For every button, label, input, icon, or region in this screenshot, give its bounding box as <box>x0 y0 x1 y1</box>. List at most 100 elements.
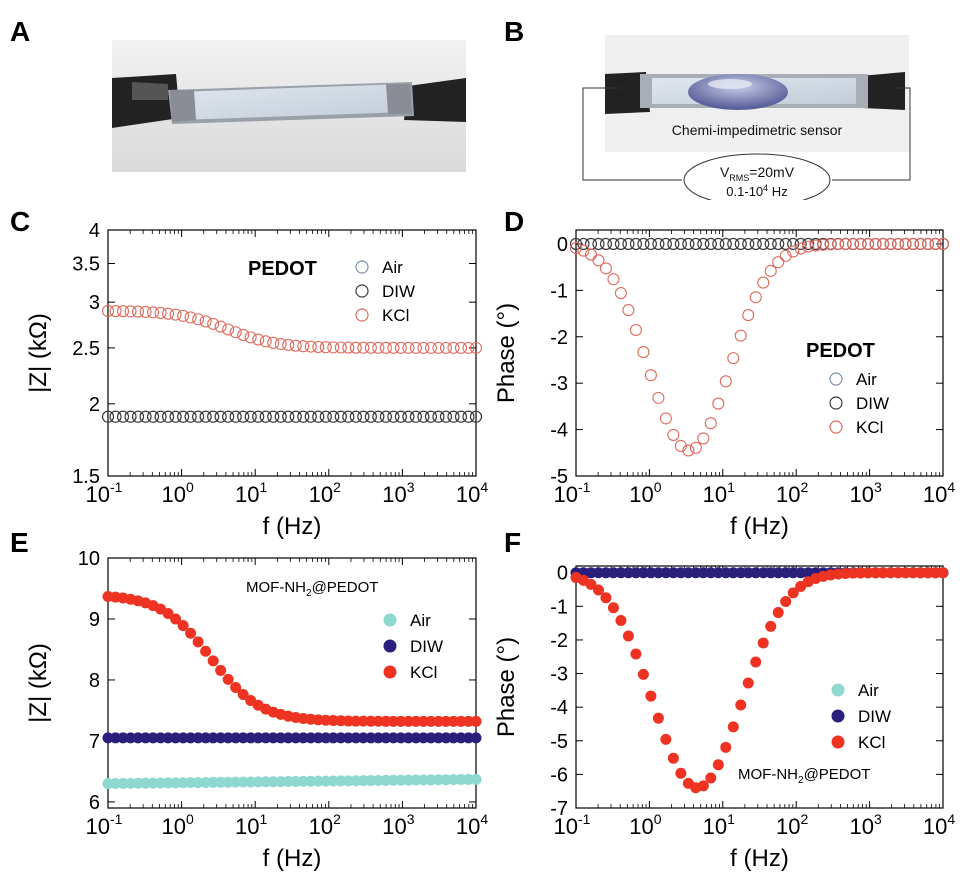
data-point <box>607 237 620 250</box>
sensor-film <box>176 84 406 120</box>
y-tick-label: -5 <box>550 466 568 488</box>
data-point <box>101 410 115 423</box>
data-point <box>312 340 325 354</box>
y-tick-label: 2 <box>89 394 100 416</box>
legend-marker <box>355 260 369 274</box>
x-tick-label: 100 <box>629 479 661 507</box>
data-point <box>199 410 212 423</box>
data-point <box>131 305 145 318</box>
data-point <box>577 237 590 250</box>
y-axis-label: |Z| (kΩ) <box>25 313 52 393</box>
data-point <box>929 237 942 250</box>
y-tick-label: 7 <box>89 731 100 753</box>
data-point <box>177 620 189 632</box>
data-point <box>192 410 205 423</box>
data-point <box>659 237 672 250</box>
data-point <box>222 323 235 336</box>
data-point <box>207 410 220 423</box>
x-tick-label: 100 <box>629 811 661 839</box>
data-point <box>207 655 219 667</box>
circuit-diagram <box>582 87 911 200</box>
data-point <box>469 410 483 423</box>
data-point <box>689 237 702 250</box>
y-tick-label: 3 <box>89 292 100 314</box>
data-point <box>772 607 784 619</box>
legend-marker <box>355 284 369 298</box>
data-point <box>184 311 197 324</box>
data-point <box>877 237 890 250</box>
data-point <box>749 237 762 250</box>
legend-marker <box>383 613 397 627</box>
data-point <box>645 690 657 702</box>
data-point <box>585 578 597 590</box>
data-point <box>147 306 160 319</box>
data-point <box>802 240 815 253</box>
data-point <box>734 329 747 342</box>
data-point <box>170 613 182 625</box>
data-point <box>124 410 137 423</box>
data-point <box>364 341 377 354</box>
panel-letter-f: F <box>504 527 522 558</box>
series-diw <box>102 732 482 744</box>
legend-title: PEDOT <box>248 258 317 280</box>
x-tick-label: 102 <box>309 811 341 839</box>
legend-label: DIW <box>856 394 889 413</box>
data-point <box>794 242 807 255</box>
x-tick-label: 103 <box>382 479 414 507</box>
data-point <box>794 237 807 250</box>
data-point <box>454 341 468 354</box>
data-point <box>667 428 680 441</box>
data-point <box>230 682 242 694</box>
data-point <box>200 645 212 657</box>
panel-letter-c: C <box>10 206 31 237</box>
x-axis-label: f (Hz) <box>730 513 789 540</box>
data-point <box>704 237 717 250</box>
data-point <box>319 341 332 354</box>
data-point <box>847 237 860 251</box>
legend-label: Air <box>856 370 877 389</box>
data-point <box>342 410 355 423</box>
x-tick-label: 101 <box>703 811 735 839</box>
legend-marker <box>829 396 843 410</box>
data-point <box>312 410 325 423</box>
x-tick-label: 104 <box>923 479 955 507</box>
data-point <box>569 241 583 254</box>
data-point <box>274 410 287 423</box>
data-point <box>357 341 370 354</box>
data-point <box>637 668 649 680</box>
data-point <box>147 410 160 423</box>
data-point <box>914 237 927 250</box>
data-point <box>237 410 250 423</box>
data-point <box>712 759 724 771</box>
data-point <box>869 237 882 250</box>
source-ellipse <box>683 153 831 200</box>
data-point <box>629 237 642 250</box>
data-point <box>364 410 377 423</box>
data-point <box>659 412 672 425</box>
data-point <box>839 237 852 251</box>
x-tick-label: 102 <box>309 479 341 507</box>
data-point <box>185 627 197 639</box>
data-point <box>131 410 145 423</box>
data-point <box>622 630 634 642</box>
data-point <box>432 410 445 423</box>
data-point <box>704 417 717 430</box>
data-point <box>667 237 680 250</box>
data-point <box>259 335 272 348</box>
legend-marker <box>383 665 397 679</box>
x-tick-label: 104 <box>923 811 955 839</box>
data-point <box>921 237 935 250</box>
data-point <box>349 341 362 354</box>
data-point <box>772 256 785 269</box>
x-tick-label: 103 <box>382 811 414 839</box>
data-point <box>297 410 310 423</box>
y-tick-label: -1 <box>550 596 568 618</box>
y-tick-label: 0 <box>557 563 568 585</box>
x-tick-label: 101 <box>235 479 267 507</box>
data-point <box>600 592 612 604</box>
y-tick-label: -5 <box>550 731 568 753</box>
data-point <box>779 249 792 262</box>
y-axis-label: Phase (°) <box>493 303 520 403</box>
vrms-label: VRMS=20mV <box>720 164 795 183</box>
